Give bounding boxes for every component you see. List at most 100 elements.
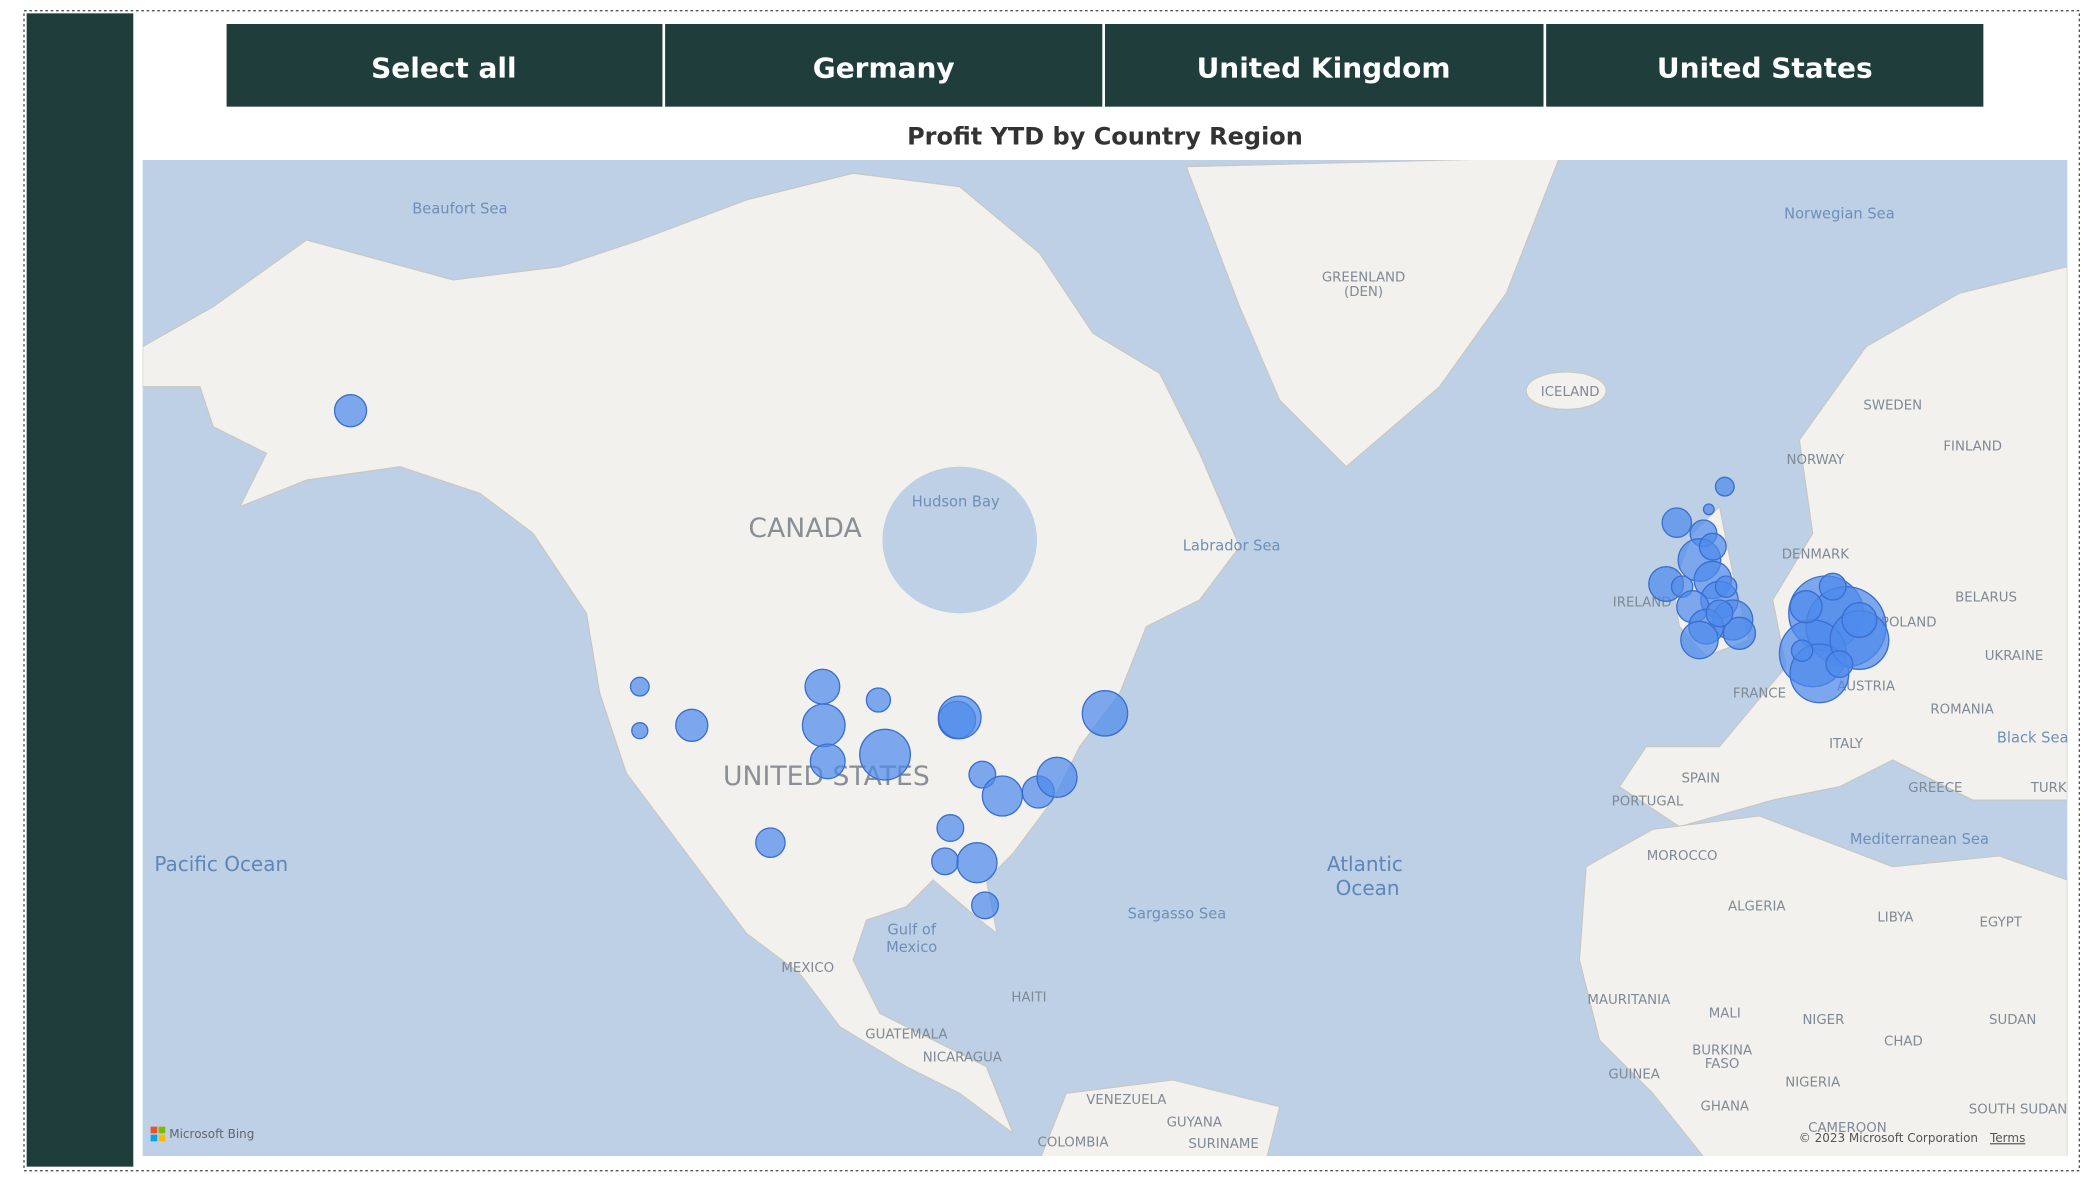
land-north-america (142, 172, 1241, 1135)
map-bubble[interactable] (1841, 602, 1878, 638)
map-label: MAURITANIA (1587, 993, 1670, 1008)
map-label: Hudson Bay (912, 494, 1000, 511)
map-label: Gulf of (887, 922, 936, 939)
map-label: MEXICO (781, 961, 834, 976)
map-label: CANADA (748, 513, 862, 544)
map-label: EGYPT (1979, 916, 2022, 931)
slicer-button[interactable] (1546, 24, 1984, 107)
map-label: Beaufort Sea (412, 200, 507, 217)
map-label: DENMARK (1782, 548, 1851, 563)
land-africa (1578, 815, 2068, 1156)
map-bubble[interactable] (936, 814, 965, 842)
map-label: NICARAGUA (923, 1050, 1002, 1065)
map-bubble[interactable] (755, 827, 786, 858)
map-label: NIGERIA (1785, 1076, 1840, 1091)
map-bubble[interactable] (931, 847, 960, 876)
map-bubble[interactable] (1789, 590, 1823, 624)
map-label: ICELAND (1541, 385, 1600, 400)
hudson-bay (882, 466, 1038, 614)
map-bubble[interactable] (333, 393, 368, 428)
map-bubble[interactable] (1081, 689, 1129, 737)
map-label: GUYANA (1167, 1116, 1222, 1131)
map-label: IRELAND (1613, 596, 1672, 611)
land-greenland (1185, 160, 1560, 468)
map-label: ITALY (1829, 737, 1864, 752)
map-bubble[interactable] (1722, 616, 1757, 650)
map-bubble[interactable] (971, 891, 1000, 920)
map-label: BURKINA (1692, 1044, 1752, 1059)
map-label: SUDAN (1989, 1013, 2036, 1028)
page-border (23, 10, 2081, 1172)
copyright: © 2023 Microsoft Corporation (1799, 1131, 1978, 1145)
map-label: Sargasso Sea (1128, 906, 1227, 923)
map-bubble[interactable] (675, 708, 709, 742)
map-label: Atlantic (1327, 852, 1403, 876)
map-bubble[interactable] (1702, 503, 1715, 516)
map-label: MALI (1709, 1006, 1741, 1021)
map-bubble[interactable] (809, 743, 846, 780)
map-bubble[interactable] (1714, 575, 1738, 598)
map-bubble[interactable] (629, 676, 650, 697)
map-bubble[interactable] (859, 728, 912, 781)
map-bubble[interactable] (1790, 639, 1814, 662)
land-europe (1618, 266, 2068, 828)
map-label: Ocean (1336, 876, 1400, 900)
slicer-button[interactable] (1104, 24, 1544, 107)
map-label: BELARUS (1955, 590, 2017, 605)
map-label: Pacific Ocean (154, 852, 288, 876)
bing-attribution: Microsoft Bing (169, 1127, 254, 1141)
map-label: COLOMBIA (1038, 1136, 1109, 1151)
map-label: Black Sea (1997, 730, 2069, 747)
slicer-button-label[interactable]: United States (1657, 51, 1873, 84)
map-label: POLAND (1881, 616, 1937, 631)
map-label: HAITI (1011, 990, 1046, 1005)
map-label: Labrador Sea (1183, 538, 1281, 555)
map-label: TURK (2030, 781, 2068, 796)
map-bubble[interactable] (1818, 572, 1847, 601)
map-label: NIGER (1802, 1013, 1844, 1028)
terms-link[interactable]: Terms (1989, 1131, 2025, 1145)
map-label: (DEN) (1344, 285, 1383, 300)
bing-logo (158, 1134, 166, 1142)
map-bubble[interactable] (1705, 599, 1734, 628)
map-bubble[interactable] (1714, 476, 1735, 497)
map-bubble[interactable] (981, 775, 1024, 817)
slicer-button[interactable] (665, 24, 1103, 107)
map-label: PORTUGAL (1612, 794, 1684, 809)
visual-title: Profit YTD by Country Region (907, 122, 1303, 150)
bing-logo (150, 1134, 158, 1142)
map-label: NORWAY (1786, 453, 1845, 468)
slicer-button-label[interactable]: Germany (813, 51, 955, 84)
bing-logo (150, 1126, 158, 1134)
map-bubble[interactable] (1036, 756, 1078, 798)
land-south-america (1040, 1079, 1281, 1156)
map-label: GUINEA (1608, 1068, 1660, 1083)
map-label: LIBYA (1877, 910, 1913, 925)
map-label: SOUTH SUDAN (1969, 1102, 2067, 1117)
slicer-button-label[interactable]: United Kingdom (1197, 51, 1451, 84)
map-label: ROMANIA (1930, 702, 1993, 717)
map-label: SURINAME (1188, 1137, 1258, 1152)
map-bubbles (333, 393, 1890, 920)
map-label: VENEZUELA (1086, 1093, 1166, 1108)
map-bubble[interactable] (956, 842, 998, 884)
map-bubble[interactable] (1680, 620, 1719, 660)
map-bubble[interactable] (1661, 507, 1693, 538)
side-panel (26, 13, 134, 1167)
map-bubble[interactable] (1825, 650, 1854, 678)
map-bubble[interactable] (801, 703, 846, 748)
map-bubble[interactable] (865, 687, 892, 713)
map-label: GHANA (1701, 1100, 1750, 1115)
map-bubble[interactable] (631, 722, 649, 740)
map-bubble[interactable] (804, 668, 841, 705)
map-bubble[interactable] (1698, 532, 1727, 561)
slicer-button[interactable] (226, 24, 663, 107)
bing-logo (158, 1126, 166, 1134)
map-bubble[interactable] (937, 695, 982, 740)
map-label: CHAD (1884, 1034, 1923, 1049)
slicer-button-label[interactable]: Select all (371, 51, 516, 84)
map-label: GUATEMALA (865, 1028, 947, 1043)
land-iceland (1525, 371, 1607, 410)
slicer: Select all Germany United Kingdom United… (226, 24, 1984, 107)
